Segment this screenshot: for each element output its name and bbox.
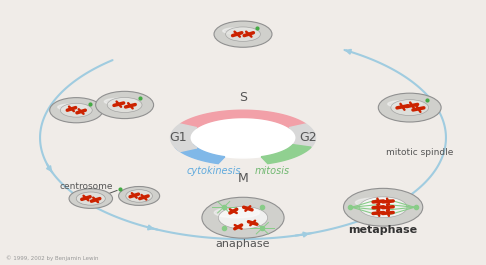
- Polygon shape: [289, 124, 315, 152]
- Ellipse shape: [378, 93, 441, 122]
- Ellipse shape: [214, 207, 260, 218]
- Polygon shape: [261, 145, 311, 164]
- Text: S: S: [239, 91, 247, 104]
- Polygon shape: [171, 124, 197, 152]
- Ellipse shape: [355, 198, 399, 207]
- Ellipse shape: [69, 189, 113, 208]
- Ellipse shape: [223, 28, 255, 34]
- Ellipse shape: [202, 197, 284, 238]
- Text: cytokinesis: cytokinesis: [187, 166, 241, 175]
- Text: G2: G2: [299, 131, 317, 144]
- Ellipse shape: [344, 188, 423, 226]
- Text: metaphase: metaphase: [348, 224, 417, 235]
- Ellipse shape: [359, 197, 407, 218]
- Ellipse shape: [226, 27, 260, 41]
- Text: mitosis: mitosis: [255, 166, 290, 175]
- Ellipse shape: [104, 98, 136, 105]
- Text: centrosome: centrosome: [59, 182, 113, 191]
- Ellipse shape: [58, 104, 87, 110]
- Polygon shape: [180, 110, 306, 128]
- Ellipse shape: [218, 206, 268, 229]
- Ellipse shape: [50, 98, 103, 123]
- Ellipse shape: [119, 187, 159, 205]
- Polygon shape: [175, 145, 225, 164]
- Ellipse shape: [76, 192, 105, 205]
- Ellipse shape: [107, 98, 142, 112]
- Ellipse shape: [96, 91, 154, 119]
- Text: © 1999, 2002 by Benjamin Lewin: © 1999, 2002 by Benjamin Lewin: [6, 255, 99, 261]
- Text: G1: G1: [169, 131, 187, 144]
- Ellipse shape: [214, 21, 272, 47]
- Text: M: M: [238, 172, 248, 185]
- Polygon shape: [190, 118, 296, 158]
- Ellipse shape: [391, 100, 429, 116]
- Text: mitotic spindle: mitotic spindle: [385, 148, 453, 157]
- Ellipse shape: [60, 103, 92, 117]
- Text: anaphase: anaphase: [216, 239, 270, 249]
- Ellipse shape: [126, 190, 153, 202]
- Ellipse shape: [388, 100, 422, 108]
